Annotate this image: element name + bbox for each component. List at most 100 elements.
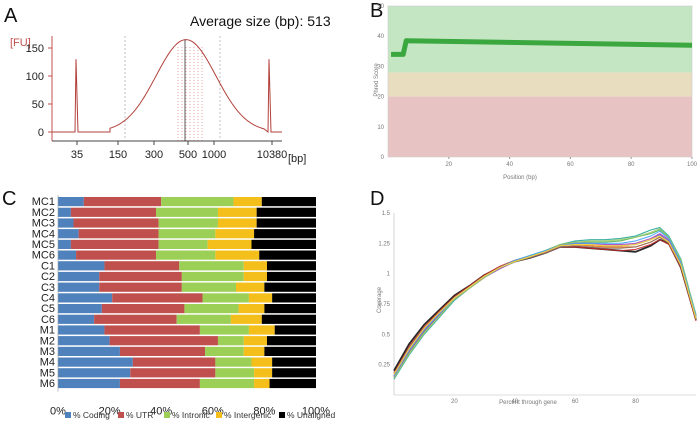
panel-d-xlabel: Percent through gene [499,400,557,406]
panel-b-y-tick-label: 10 [377,125,384,131]
panel-c-bar-segment [112,293,203,303]
panel-b-y-tick-label: 50 [377,4,384,10]
panel-c-bar-segment [58,346,120,356]
panel-d-x-tick-label: 80 [632,399,639,405]
panel-c-bar-segment [58,357,133,367]
panel-c-bar-segment [76,250,157,260]
panel-c-bar-segment [58,314,95,324]
panel-c-bar-segment [259,250,316,260]
panel-c-legend-swatch [279,412,285,418]
panel-c-bar-segment [243,271,267,282]
panel-c-bar-segment [272,357,316,367]
panel-c-stacked-bars: MC1MC2MC3MC4MC5MC6C1C2C3C4C5C6M1M2M3M4M5… [32,195,335,420]
panel-c-x-tick-label: 100% [302,406,330,418]
panel-a-xlabel: [bp] [288,153,306,165]
panel-c-legend-label: % UTR [126,410,153,420]
panel-c-bar-segment [264,304,316,314]
panel-c-category-label: M1 [40,325,55,337]
panel-b-y-tick-label: 40 [377,34,384,40]
panel-c-legend-label: % Coding [73,410,110,420]
panel-c-bar-segment [254,368,273,378]
panel-c-bar-segment [58,325,105,335]
panel-d-y-tick-label: 1.5 [382,211,391,217]
panel-b-quality-zone [388,72,692,97]
panel-c-bar-segment [161,197,234,207]
panel-d-coverage-line [393,236,697,375]
panel-c-bar-segment [251,239,316,249]
panel-c-bar-segment [94,314,177,324]
panel-c-bar-segment [181,271,244,282]
panel-b-quality-zone [388,96,692,157]
panel-d-ylabel: Coverage [377,286,383,313]
panel-c-category-label: M4 [40,357,55,369]
panel-c-bar-segment [264,282,316,292]
panel-c-category-label: C6 [41,314,55,326]
panel-c-bar-segment [248,325,275,335]
panel-d-y-tick-label: 0.25 [378,363,390,369]
panel-c-legend-swatch [164,412,170,418]
panel-d-coverage-line [393,236,697,375]
panel-b-frame [387,5,693,158]
panel-d-coverage-line [393,239,697,374]
panel-b-xlabel: Position (bp) [503,175,537,181]
panel-c-bar-segment [101,304,185,314]
panel-c-legend-swatch [65,412,71,418]
panel-c-bar-segment [266,336,316,346]
panel-c-bar-segment [130,368,216,378]
panel-c-legend-swatch [216,412,222,418]
panel-c-bar-segment [70,239,159,249]
panel-c-bar-segment [176,314,231,324]
panel-c-bar-segment [156,207,218,217]
panel-c-bar-segment [243,346,265,356]
panel-c-bar-segment [238,304,265,314]
panel-c-bar-segment [58,250,77,260]
panel-b-y-tick-label: 0 [381,155,385,161]
panel-label-a: A [4,5,18,27]
panel-a-ylabel: [FU] [10,37,31,49]
panel-d-x-tick-label: 40 [511,399,518,405]
panel-c-bar-segment [254,378,270,389]
panel-a-y-tick-label: 150 [26,43,44,55]
panel-a-y-tick-label: 50 [32,99,44,111]
panel-c-category-label: C3 [41,282,55,294]
panel-c-bar-segment [58,239,71,249]
panel-c-category-label: M5 [40,367,55,379]
panel-c-x-tick-label: 0% [50,406,66,418]
panel-c-legend-label: % Intronic [172,410,211,420]
panel-c-bar-segment [58,293,113,303]
panel-c-bar-segment [78,229,159,239]
panel-b-x-tick-label: 40 [506,162,513,168]
panel-b-phred-plot: 0 10 20 30 40 50 20 40 60 80 100 Position (bp) Phr… [374,4,698,181]
panel-a-electropherogram: Average size (bp): 513 [FU] [bp] 0 50 100 1… [10,13,331,165]
panel-c-category-label: M6 [40,378,55,390]
panel-a-y-tick-label: 0 [38,127,44,139]
panel-a-x-tick-label: 150 [109,149,127,161]
panel-c-category-label: C5 [41,303,55,315]
panel-c-bar-segment [58,229,79,239]
panel-c-bar-segment [272,368,316,378]
panel-c-bar-segment [58,378,120,389]
panel-c-bar-segment [58,336,110,346]
panel-c-bar-segment [243,261,267,271]
panel-c-bar-segment [58,304,102,314]
panel-c-bar-segment [99,271,182,282]
panel-a-x-tick-label: 35 [71,149,83,161]
panel-c-bar-segment [274,325,316,335]
panel-c-bar-segment [215,368,255,378]
panel-c-bar-segment [132,357,216,367]
panel-c-bar-segment [215,357,252,367]
panel-c-bar-segment [202,293,249,303]
panel-c-category-label: M3 [40,346,55,358]
panel-a-trace [52,39,282,134]
panel-c-legend-swatch [118,412,124,418]
panel-c-bar-segment [58,197,84,207]
panel-c-bar-segment [179,261,244,271]
panel-a-x-tick-label: 10380 [257,149,288,161]
panel-c-bar-segment [158,229,216,239]
panel-b-y-tick-label: 30 [377,64,384,70]
panel-c-bar-segment [104,261,180,271]
panel-c-bar-segment [269,378,316,389]
panel-c-bar-segment [199,378,255,389]
panel-c-x-tick-label: 20% [99,406,121,418]
panel-c-bar-segment [256,207,316,217]
